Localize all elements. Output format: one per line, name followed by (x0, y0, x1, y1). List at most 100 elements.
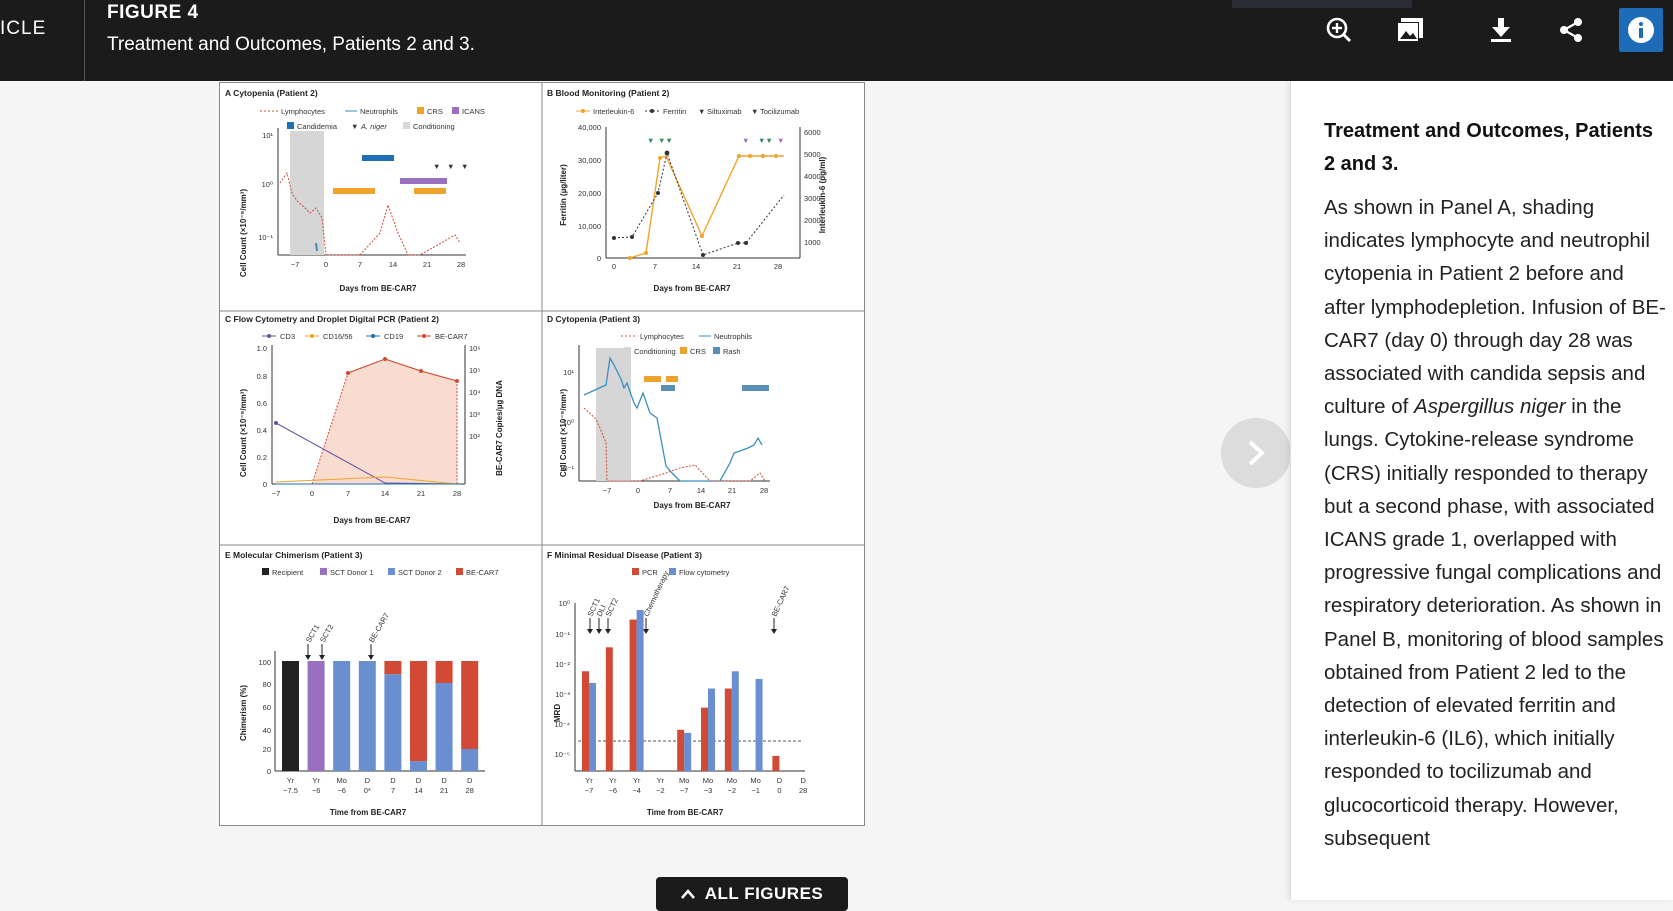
chimerism-bar-segment (307, 661, 325, 771)
x-tick-label: 21 (440, 786, 448, 795)
rash-bar (661, 385, 675, 391)
candidemia-bar (362, 155, 394, 161)
x-axis-label: Days from BE-CAR7 (654, 284, 731, 293)
x-tick-label: Mo (336, 776, 346, 785)
x-tick-label: 0 (777, 786, 781, 795)
image-gallery-button[interactable] (1392, 12, 1428, 48)
y-tick-label: 10¹ (563, 368, 574, 377)
panel-e: E Molecular Chimerism (Patient 3) Recipi… (225, 550, 499, 817)
legend-label: Neutrophils (714, 332, 752, 341)
x-tick-label: D (416, 776, 422, 785)
y-tick-label: 0.8 (257, 372, 267, 381)
y-tick-label: 10⁻¹ (559, 464, 574, 473)
icans-bar (400, 178, 447, 184)
svg-text:▼: ▼ (351, 122, 358, 131)
legend-label: Candidemia (297, 122, 338, 131)
legend-label: SCT Donor 2 (398, 568, 442, 577)
legend-label: Interleukin-6 (593, 107, 634, 116)
y-axis-label: Cell Count (×10⁻⁹/mm³) (239, 189, 248, 278)
y-tick-label: 40 (263, 726, 271, 735)
conditioning-shade (596, 348, 631, 481)
arrow-label: SCT2 (604, 597, 620, 618)
panel-c-legend: CD3 CD16/56 CD19 BE-CAR7 (262, 332, 468, 341)
image-gallery-icon (1397, 18, 1423, 42)
share-button[interactable] (1553, 12, 1589, 48)
x-tick-label: Mo (750, 776, 760, 785)
x-tick-label: 7 (653, 262, 657, 271)
y-tick-label: 10⁻⁴ (554, 720, 570, 729)
x-tick-label: 21 (417, 489, 425, 498)
panel-a-title: A Cytopenia (Patient 2) (225, 88, 318, 98)
y-tick-label: 0 (263, 480, 267, 489)
x-tick-label: Yr (312, 776, 320, 785)
article-label[interactable]: ICLE (0, 18, 47, 39)
x-tick-label: Yr (287, 776, 295, 785)
rash-bar (742, 385, 769, 391)
y2-tick-label: 1000 (804, 238, 821, 247)
y-tick-label: 1.0 (257, 344, 267, 353)
chimerism-bar-segment (358, 661, 376, 771)
legend-label: CD16/56 (323, 332, 353, 341)
a-niger-marker: ▼ (433, 162, 440, 171)
zoom-in-button[interactable] (1321, 12, 1357, 48)
x-tick-label: D (777, 776, 783, 785)
annotation-arrows: SCT1 DLI SCT2 Chemotherapy BE-CAR7 (586, 569, 792, 634)
svg-text:▼: ▼ (742, 136, 749, 145)
x-tick-label: 14 (692, 262, 700, 271)
x-tick-label: −7 (272, 489, 281, 498)
mrd-bar (731, 671, 739, 771)
next-figure-button[interactable] (1221, 418, 1291, 488)
crs-bar (644, 376, 661, 382)
panel-b-legend: Interleukin-6 Ferritin ▼ Siltuximab ▼ To… (576, 107, 799, 116)
x-tick-label: 14 (414, 786, 422, 795)
legend-label: BE-CAR7 (435, 332, 468, 341)
crs-bar (414, 188, 446, 194)
x-tick-label: −7.5 (283, 786, 298, 795)
chimerism-bar-segment (435, 661, 453, 683)
x-tick-label: −4 (632, 786, 641, 795)
mrd-bar (605, 647, 613, 771)
legend-label: Conditioning (634, 347, 676, 356)
caption-heading: Treatment and Outcomes, Patients 2 and 3… (1324, 120, 1653, 175)
x-tick-label: 0* (364, 786, 371, 795)
x-tick-label: Mo (679, 776, 689, 785)
x-tick-label: D (800, 776, 806, 785)
chimerism-bar-segment (333, 661, 351, 771)
panel-c: C Flow Cytometry and Droplet Digital PCR… (225, 314, 504, 525)
siltuximab-markers: ▼ ▼ (742, 136, 784, 145)
panel-a: A Cytopenia (Patient 2) Lymphocytes Neut… (225, 88, 485, 293)
x-tick-label: 0 (636, 486, 640, 495)
chevron-right-icon (1248, 440, 1265, 466)
legend-label: A. niger (360, 122, 387, 131)
x-tick-label: Yr (657, 776, 665, 785)
y2-tick-label: 3000 (804, 194, 821, 203)
svg-text:▼: ▼ (647, 136, 654, 145)
legend-label: Lymphocytes (281, 107, 325, 116)
arrow-label: BE-CAR7 (770, 585, 792, 618)
download-button[interactable] (1483, 12, 1519, 48)
y2-tick-label: 5000 (804, 150, 821, 159)
y-tick-label: 10⁰ (559, 599, 570, 608)
y-axis-label: Chimerism (%) (239, 685, 248, 741)
caption-body: As shown in Panel A, shading indicates l… (1324, 191, 1669, 855)
x-axis-label: Days from BE-CAR7 (654, 501, 731, 510)
x-tick-label: 21 (423, 260, 431, 269)
all-figures-button[interactable]: ALL FIGURES (656, 877, 848, 911)
hidden-tab-edge (1232, 0, 1412, 8)
y-axis-label: Cell Count (×10⁻⁹/mm³) (239, 389, 248, 478)
x-tick-label: −7 (603, 486, 612, 495)
legend-label: Tocilizumab (760, 107, 799, 116)
mrd-bar (636, 610, 644, 771)
panel-a-legend: Lymphocytes Neutrophils CRS ICANS Candid… (260, 107, 485, 131)
panel-d-title: D Cytopenia (Patient 3) (547, 314, 640, 324)
mrd-bar (629, 619, 637, 771)
y-tick-label: 60 (263, 703, 271, 712)
y-axis-label-right: BE-CAR7 Copies/µg DNA (495, 380, 504, 476)
y-tick-label: 40,000 (578, 123, 601, 132)
tocilizumab-markers: ▼ ▼▼ ▼▼ (647, 136, 773, 145)
y2-tick-label: 6000 (804, 128, 821, 137)
info-button[interactable] (1619, 8, 1663, 52)
x-tick-label: 28 (453, 489, 461, 498)
chimerism-bar-segment (410, 661, 427, 762)
y-tick-label: 10⁻⁵ (555, 750, 570, 759)
